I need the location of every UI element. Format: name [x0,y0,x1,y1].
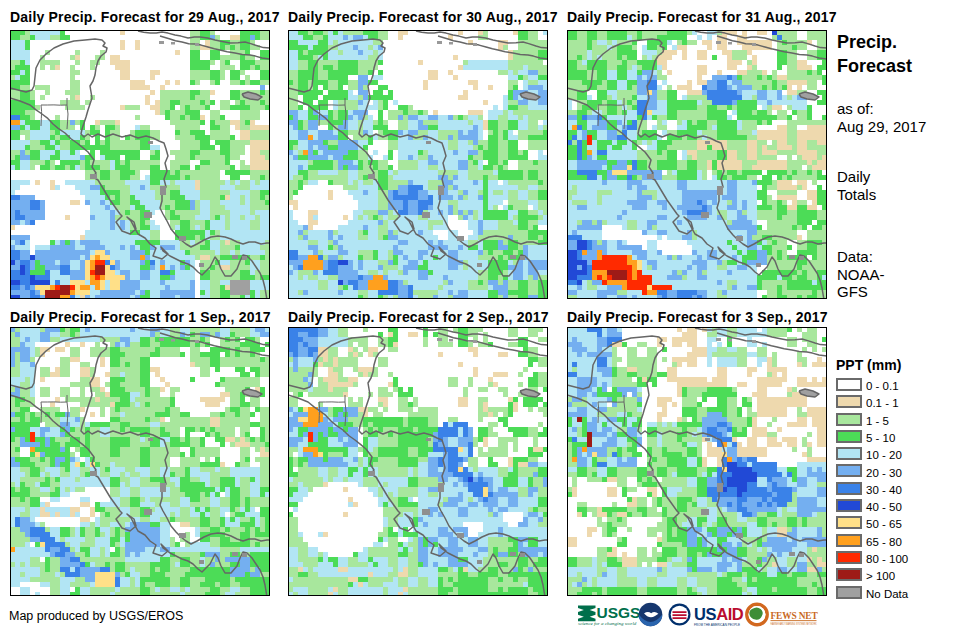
svg-text:FROM THE AMERICAN PEOPLE: FROM THE AMERICAN PEOPLE [694,623,740,627]
svg-text:FEWS NET: FEWS NET [771,609,819,621]
svg-text:FAMINE EARLY WARNING SYSTEMS N: FAMINE EARLY WARNING SYSTEMS NETWORK [771,622,817,626]
svg-text:USAID: USAID [694,605,744,623]
svg-text:USGS: USGS [597,604,641,621]
svg-text:science for a changing world: science for a changing world [578,621,637,626]
